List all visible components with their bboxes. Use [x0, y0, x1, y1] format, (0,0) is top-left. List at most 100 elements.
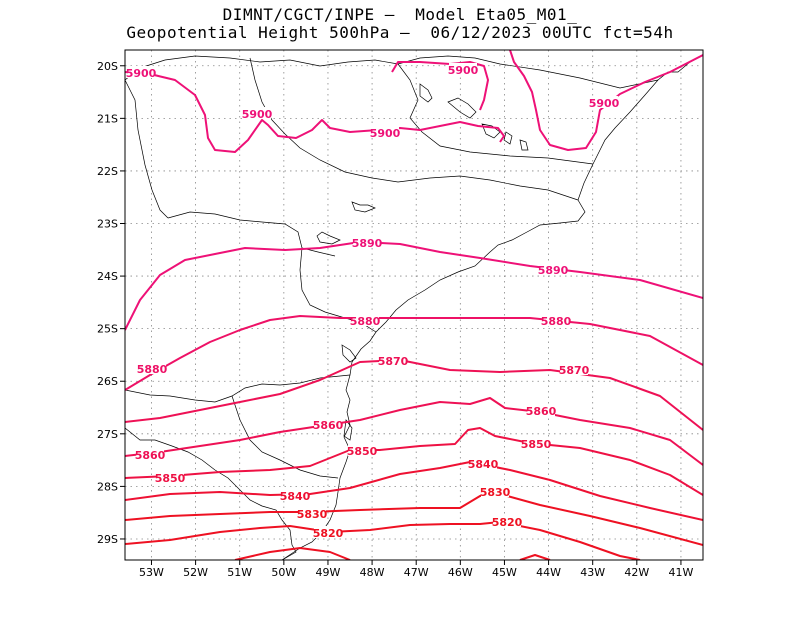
lon-tick-label: 43W [580, 566, 605, 579]
contour-label-bg [138, 362, 166, 374]
contour-5830 [125, 493, 703, 546]
contour-label-5850: 5850 [521, 438, 552, 451]
contour-label-5870: 5870 [378, 355, 409, 368]
island-3 [341, 344, 357, 363]
contour-label-5890: 5890 [538, 264, 569, 277]
contour-label-bg [243, 107, 271, 119]
border-2 [125, 79, 169, 219]
contour-label-bg [449, 63, 477, 75]
contour-5820 [234, 547, 351, 560]
lat-tick-label: 23S [97, 218, 118, 231]
contour-label-5820: 5820 [313, 527, 344, 540]
lat-tick-label: 27S [97, 428, 118, 441]
atlantic-coastline [281, 163, 594, 560]
island-2 [351, 201, 376, 213]
lat-tick-label: 22S [97, 165, 118, 178]
lat-tick-label: 24S [97, 270, 118, 283]
lon-tick-label: 44W [536, 566, 561, 579]
lon-tick-label: 45W [492, 566, 517, 579]
contour-label-bg [481, 485, 509, 497]
island-4 [419, 83, 433, 103]
island-9 [343, 419, 353, 441]
contour-label-bg [527, 404, 555, 416]
contour-label-5880: 5880 [137, 363, 168, 376]
contour-label-5840: 5840 [468, 458, 499, 471]
map-frame [124, 49, 704, 561]
contour-label-bg [281, 489, 309, 501]
lon-tick-label: 47W [404, 566, 429, 579]
border-9 [125, 427, 297, 560]
contour-label-5890: 5890 [352, 237, 383, 250]
lon-tick-label: 51W [227, 566, 252, 579]
lon-tick-label: 41W [669, 566, 694, 579]
lon-tick-label: 53W [139, 566, 164, 579]
contour-label-bg [493, 515, 521, 527]
contour-lines: 5900 5900 5900 5900 5900 5890 5890 5880 5880 5880… [125, 50, 703, 560]
contour-label-bg [351, 314, 379, 326]
contour-5860 [125, 397, 703, 466]
border-8 [125, 374, 351, 403]
contour-5900 [125, 71, 505, 153]
lon-tick-label: 52W [183, 566, 208, 579]
contour-5820 [125, 521, 641, 560]
contour-label-5860: 5860 [135, 449, 166, 462]
island-6 [481, 123, 501, 139]
contour-label-5900: 5900 [242, 108, 273, 121]
contour-label-bg [590, 96, 618, 108]
lat-tick-label: 21S [97, 112, 118, 125]
title-line-1: DIMNT/CGCT/INPE — Model Eta05_M01_ [222, 5, 578, 24]
island-5 [447, 97, 477, 119]
lon-tick-label: 48W [360, 566, 385, 579]
contour-label-bg [371, 126, 399, 138]
contour-label-bg [348, 444, 376, 456]
contour-5900 [509, 50, 703, 151]
title-line-2: Geopotential Height 500hPa — 06/12/2023 … [126, 23, 674, 42]
contour-label-bg [469, 457, 497, 469]
contour-5850 [125, 427, 703, 496]
contour-label-bg [522, 437, 550, 449]
lon-tick-label: 46W [448, 566, 473, 579]
lat-lon-grid [125, 50, 703, 560]
contour-label-5900: 5900 [448, 64, 479, 77]
contour-label-bg [136, 448, 164, 460]
contour-label-bg [560, 363, 588, 375]
contour-label-5900: 5900 [370, 127, 401, 140]
contour-label-5850: 5850 [347, 445, 378, 458]
contour-label-bg [379, 354, 407, 366]
border-1 [125, 55, 399, 81]
contour-5900 [391, 61, 489, 111]
border-5 [397, 55, 659, 89]
contour-5820 [519, 554, 551, 560]
contour-label-5870: 5870 [559, 364, 590, 377]
island-8 [519, 139, 529, 151]
contour-label-bg [542, 314, 570, 326]
coastline-and-borders [125, 54, 703, 560]
lon-tick-label: 49W [316, 566, 341, 579]
lat-tick-label: 20S [97, 60, 118, 73]
contour-label-5830: 5830 [480, 486, 511, 499]
contour-label-5900: 5900 [126, 67, 157, 80]
contour-label-5860: 5860 [313, 419, 344, 432]
contour-label-bg [298, 507, 326, 519]
island-7 [503, 131, 513, 145]
contour-label-5880: 5880 [350, 315, 381, 328]
contour-label-bg [353, 236, 381, 248]
lat-tick-label: 29S [97, 533, 118, 546]
contour-5840 [125, 461, 703, 521]
lat-tick-label: 26S [97, 375, 118, 388]
contour-label-5860: 5860 [526, 405, 557, 418]
border-10 [231, 395, 339, 479]
contour-label-5830: 5830 [297, 508, 328, 521]
contour-label-bg [539, 263, 567, 275]
contour-5890 [125, 241, 703, 331]
lon-tick-label: 42W [624, 566, 649, 579]
contour-label-5850: 5850 [155, 472, 186, 485]
island-1 [316, 231, 341, 245]
map-axes: 53W 52W 51W 50W 49W 48W 47W 46W 45W 44W 43W 42W 41W 2… [97, 60, 693, 579]
lon-tick-label: 50W [271, 566, 296, 579]
contour-label-bg [314, 418, 342, 430]
coastline-north [592, 54, 703, 165]
contour-5870 [125, 359, 703, 431]
map-title: DIMNT/CGCT/INPE — Model Eta05_M01_ Geopo… [0, 6, 800, 42]
